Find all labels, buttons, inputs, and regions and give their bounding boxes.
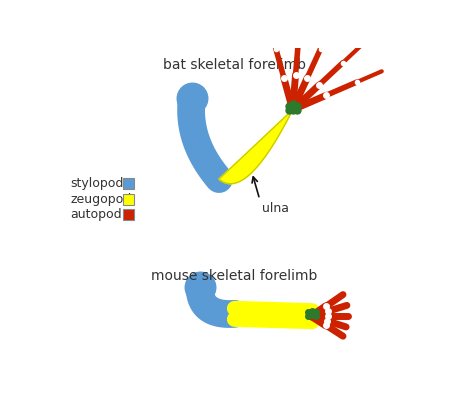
Text: zeugopod: zeugopod bbox=[70, 192, 131, 205]
FancyBboxPatch shape bbox=[123, 179, 134, 190]
Text: bat skeletal forelimb: bat skeletal forelimb bbox=[163, 58, 306, 72]
Polygon shape bbox=[219, 110, 292, 184]
Text: stylopod: stylopod bbox=[70, 177, 124, 190]
Text: ulna: ulna bbox=[262, 201, 289, 214]
FancyBboxPatch shape bbox=[123, 210, 134, 220]
Text: mouse skeletal forelimb: mouse skeletal forelimb bbox=[151, 268, 318, 282]
Text: autopod: autopod bbox=[70, 208, 122, 221]
FancyBboxPatch shape bbox=[123, 194, 134, 205]
